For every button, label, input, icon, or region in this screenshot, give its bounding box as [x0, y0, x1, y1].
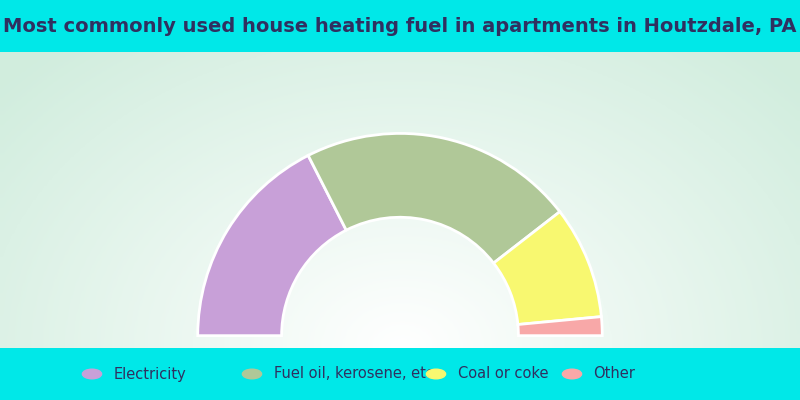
Text: Electricity: Electricity [114, 366, 186, 382]
Circle shape [426, 369, 446, 379]
Circle shape [242, 369, 262, 379]
Wedge shape [494, 212, 602, 324]
Text: Other: Other [594, 366, 635, 382]
Circle shape [82, 369, 102, 379]
Text: Coal or coke: Coal or coke [458, 366, 548, 382]
Text: Fuel oil, kerosene, etc.: Fuel oil, kerosene, etc. [274, 366, 438, 382]
Text: City-Data.com: City-Data.com [600, 83, 680, 93]
Bar [0, 348, 800, 400]
Circle shape [562, 369, 582, 379]
Text: Most commonly used house heating fuel in apartments in Houtzdale, PA: Most commonly used house heating fuel in… [3, 16, 797, 36]
Wedge shape [518, 317, 602, 336]
Bar [0, 0, 800, 52]
Wedge shape [198, 156, 346, 336]
Wedge shape [308, 134, 560, 263]
